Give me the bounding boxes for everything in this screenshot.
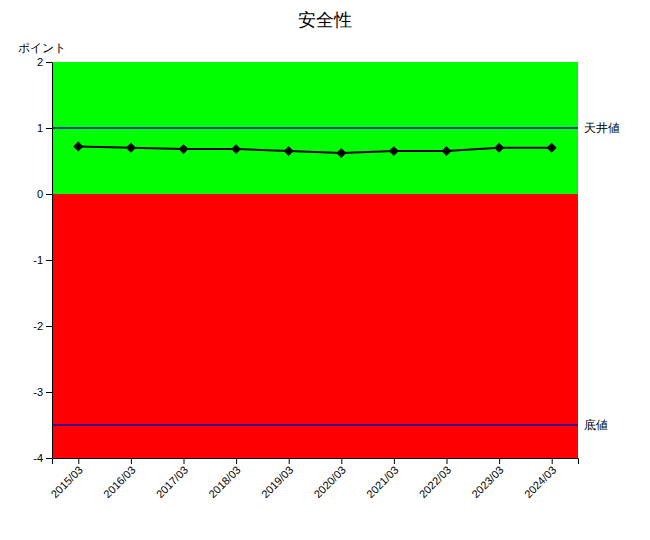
x-tick: 2023/03 [469,458,506,500]
data-marker [337,149,345,157]
x-tick-mark [341,458,342,464]
title: 安全性 [298,9,352,30]
x-tick-mark [131,458,132,464]
y-tick-mark [46,128,52,129]
x-tick-mark [236,458,237,464]
y-tick: 2 [37,56,52,68]
x-tick-mark [447,458,448,464]
x-tick-label: 2022/03 [417,464,454,501]
x-tick: 2015/03 [48,458,85,500]
reference-line [52,127,578,129]
annotation-label: 底値 [584,418,608,432]
y-tick: -3 [33,386,52,398]
y-tick-label: -4 [33,452,43,464]
x-tick-label: 2016/03 [101,464,138,501]
y-tick-mark [46,392,52,393]
x-tick-label: 2021/03 [364,464,401,501]
x-tick-label: 2018/03 [206,464,243,501]
x-tick: 2020/03 [311,458,348,500]
y-tick-label: -2 [33,320,43,332]
reference-line [52,424,578,426]
data-marker [127,144,135,152]
x-tick: 2018/03 [206,458,243,500]
x-tick-mark [394,458,395,464]
y-tick-label: 1 [37,122,43,134]
x-tick-mark [78,458,79,464]
x-tick-label: 2024/03 [522,464,559,501]
x-tick-label: 2023/03 [469,464,506,501]
region [52,62,578,194]
data-line [78,146,551,153]
x-tick-label: 2020/03 [311,464,348,501]
x-tick-label: 2019/03 [259,464,296,501]
annotation-label: 天井値 [584,121,620,135]
y-tick-mark [46,194,52,195]
data-marker [232,145,240,153]
region [52,194,578,458]
y-tick: 0 [37,188,52,200]
data-marker [179,145,187,153]
plot: -4-3-2-10122015/032016/032017/032018/032… [33,56,620,500]
x-axis-line [53,459,579,465]
y-tick-label: 0 [37,188,43,200]
x-tick-mark [184,458,185,464]
data-marker [390,147,398,155]
y-tick-mark [46,326,52,327]
y-tick-label: 2 [37,56,43,68]
data-marker [495,144,503,152]
x-tick: 2017/03 [154,458,191,500]
y-tick: -4 [33,452,52,464]
x-axis: 2015/03 2016/03 2017/03 2018/03 2019/03 2020/… [48,458,578,500]
x-tick-label: 2017/03 [154,464,191,501]
data-marker [284,147,292,155]
x-tick: 2021/03 [364,458,401,500]
x-tick-mark [499,458,500,464]
y-axis: -4 -3 -2 -1 0 1 2 [33,56,52,464]
x-tick-mark [289,458,290,464]
y-tick: 1 [37,122,52,134]
chart-svg: 安全性 -4 -3 -2 -1 0 1 2 2015/03 2016/03 2017/03 2018/… [0,0,650,540]
y-tick-mark [46,260,52,261]
y-tick-mark [46,62,52,63]
data-marker [74,142,82,150]
data-marker [547,144,555,152]
y-tick: -1 [33,254,52,266]
y-tick: -2 [33,320,52,332]
y-axis-line [46,63,53,459]
x-tick-label: 2015/03 [48,464,85,501]
x-tick-mark [552,458,553,464]
y-tick-label: -1 [33,254,43,266]
y-axis-title: ポイント [18,41,66,55]
x-tick: 2019/03 [259,458,296,500]
x-tick: 2022/03 [417,458,454,500]
y-tick-mark [46,458,52,459]
x-tick: 2016/03 [101,458,138,500]
y-tick-label: -3 [33,386,43,398]
x-tick: 2024/03 [522,458,559,500]
marks [52,62,578,458]
data-marker [442,147,450,155]
